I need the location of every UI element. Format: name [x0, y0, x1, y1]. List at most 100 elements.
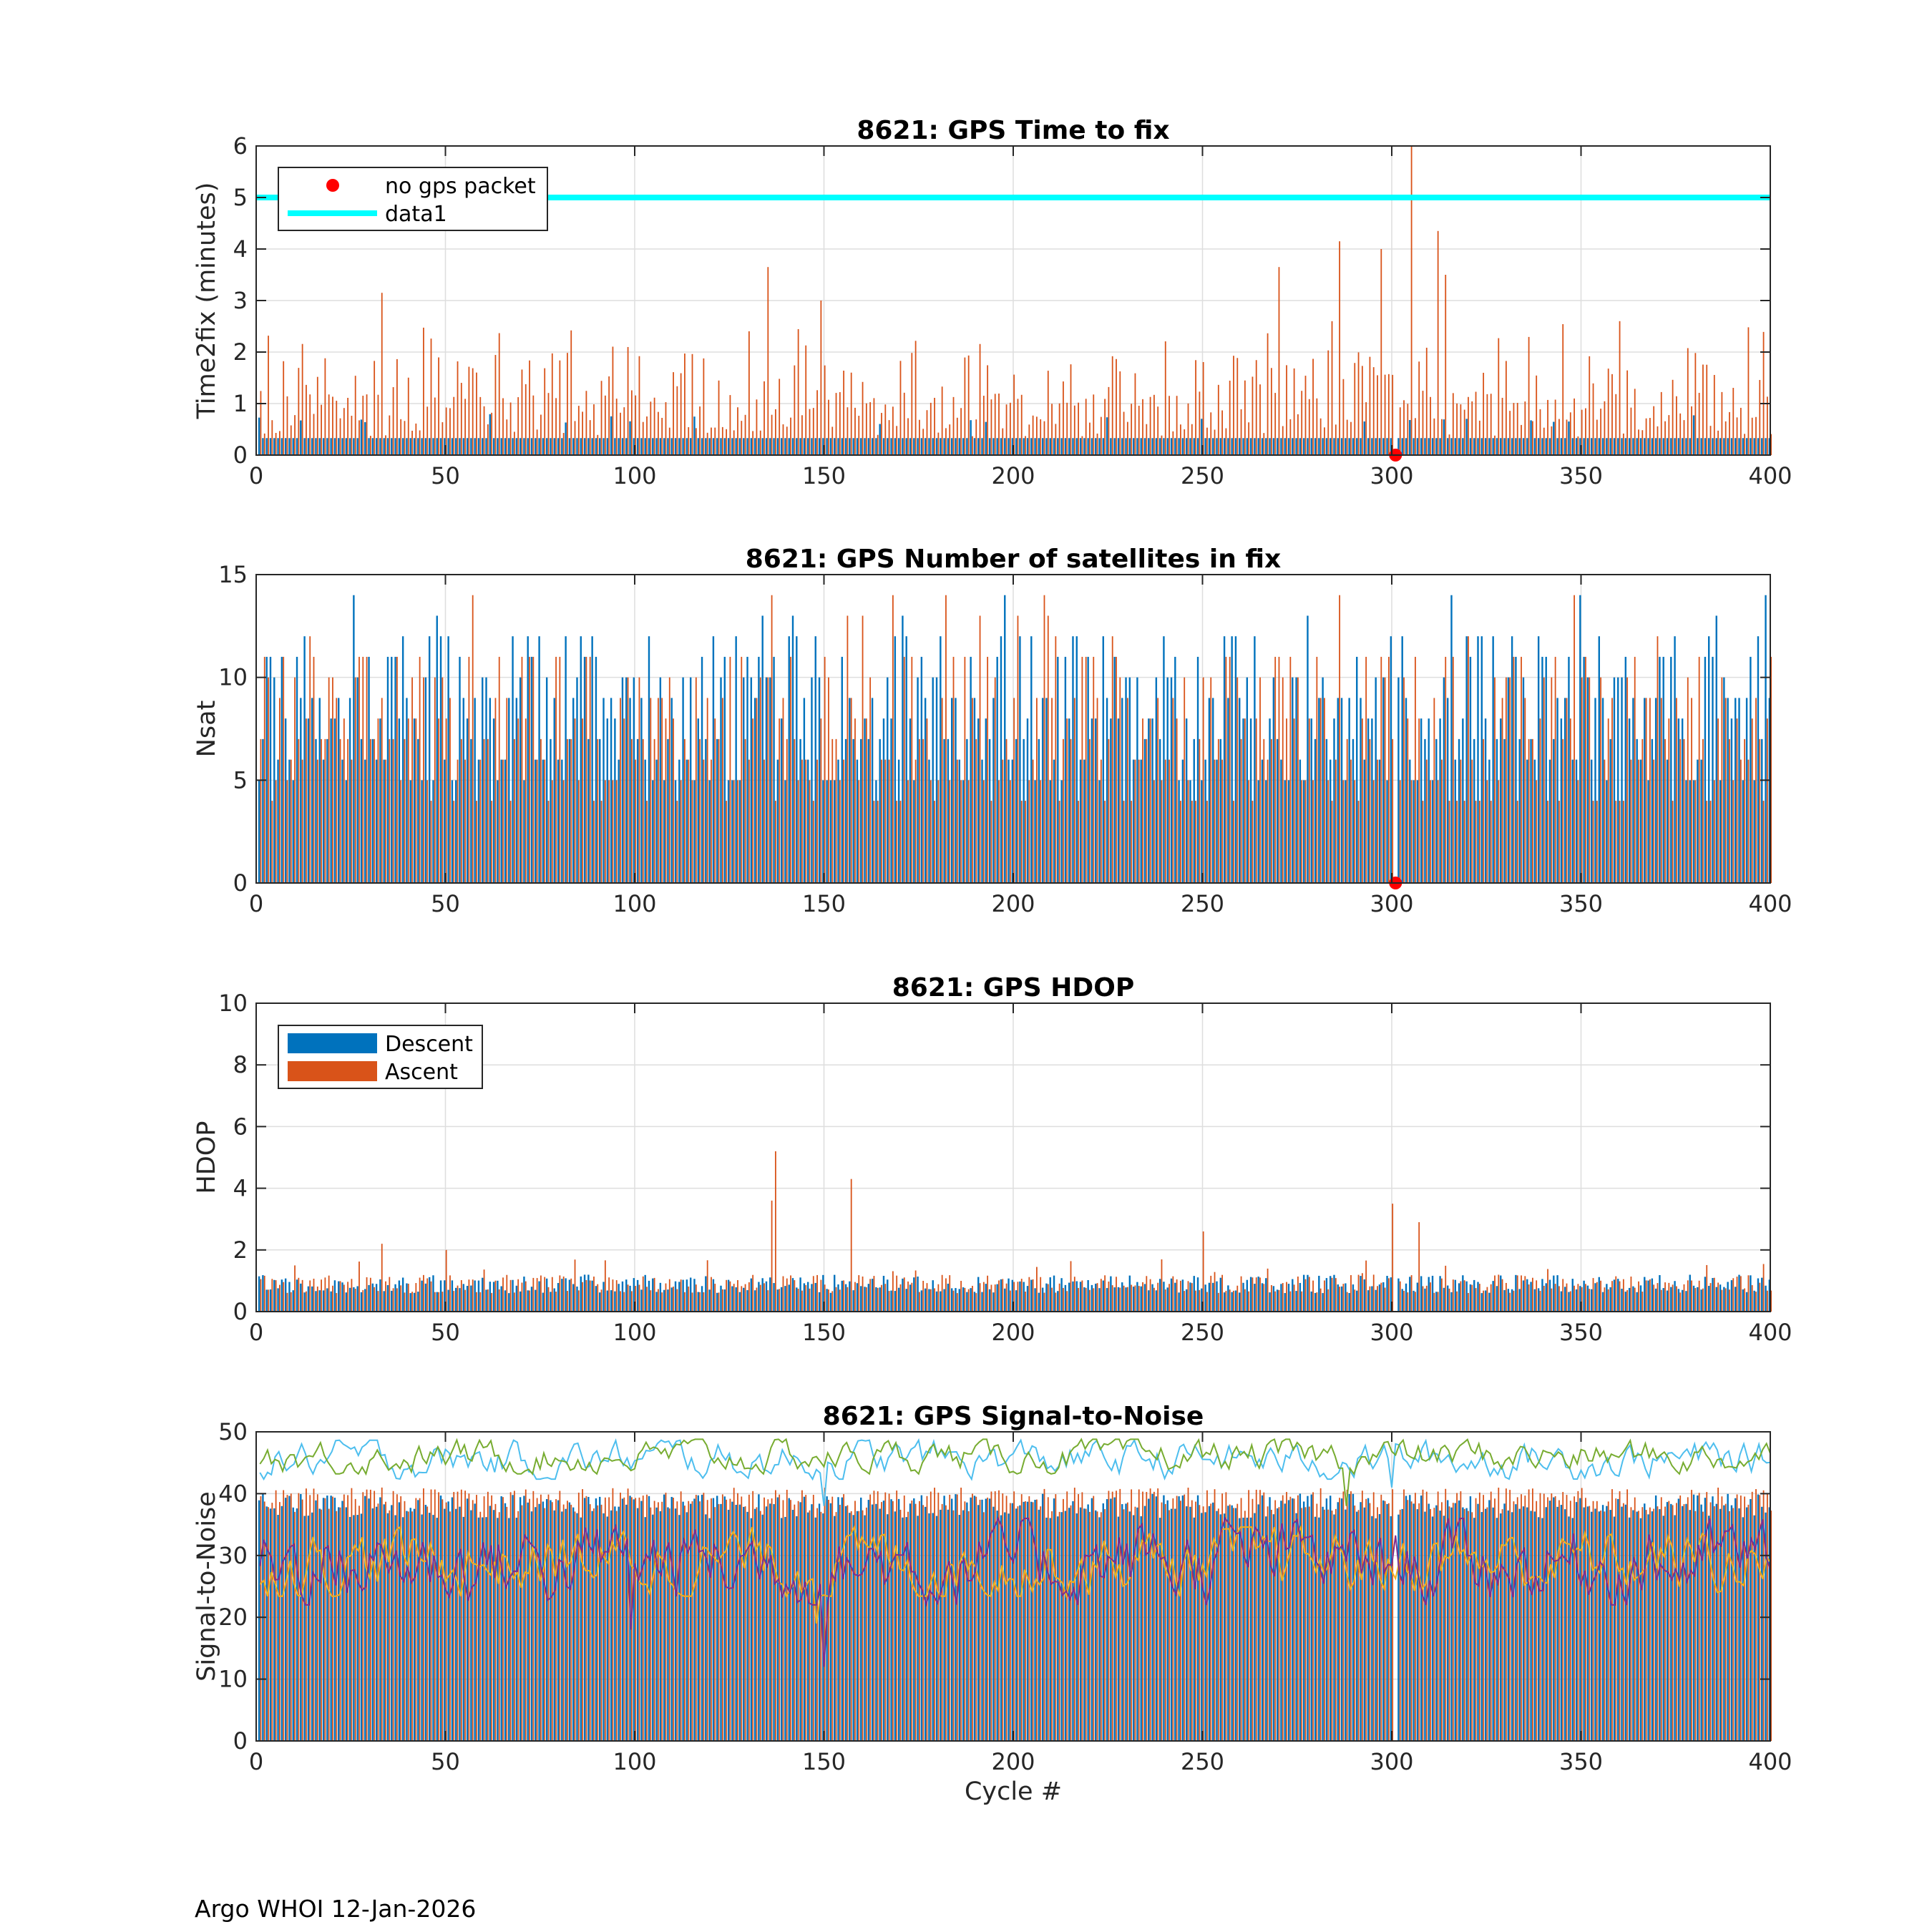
bar-ascent [1668, 1282, 1670, 1312]
bar-descent [1299, 438, 1302, 455]
bar-descent [553, 1510, 555, 1741]
bar-descent [686, 1279, 688, 1312]
bar-descent [1621, 677, 1623, 883]
bar-descent [519, 677, 522, 883]
bar-descent [595, 1286, 597, 1312]
bar-descent [1106, 1288, 1108, 1312]
bar-ascent [972, 698, 973, 883]
bar-ascent [774, 1151, 776, 1312]
bar-descent [538, 1281, 540, 1312]
bar-descent [822, 1274, 824, 1312]
bar-descent [1583, 438, 1585, 455]
bar-descent [784, 1286, 786, 1312]
bar-ascent [268, 677, 269, 883]
y-tick-label: 2 [233, 1236, 248, 1264]
bar-descent [663, 780, 665, 883]
bar-descent [1639, 1285, 1642, 1312]
bar-descent [348, 1287, 351, 1312]
bar-descent [940, 636, 942, 883]
bar-ascent [1225, 656, 1227, 883]
bar-ascent [812, 1276, 814, 1312]
bar-descent [1284, 1293, 1286, 1312]
bar-descent [348, 438, 351, 455]
bar-ascent [714, 718, 716, 883]
bar-descent [391, 1505, 393, 1741]
bar-descent [1522, 1280, 1525, 1312]
bar-descent [583, 1274, 586, 1312]
bar-descent [1151, 1284, 1153, 1312]
bar-descent [689, 438, 692, 455]
bar-descent [436, 615, 438, 883]
bar-ascent [688, 1501, 690, 1741]
bar-descent [307, 1286, 310, 1312]
bar-descent [1227, 1285, 1229, 1312]
bar-descent [386, 1284, 389, 1312]
bar-descent [829, 1292, 832, 1312]
bar-ascent [306, 384, 307, 455]
bar-ascent [801, 415, 803, 455]
bar-descent [303, 1516, 306, 1741]
bar-descent [947, 438, 950, 455]
bar-ascent [1210, 677, 1212, 883]
x-tick-label: 350 [1559, 1319, 1603, 1346]
bar-descent [606, 1290, 609, 1312]
bar-descent [1234, 1508, 1237, 1741]
bar-descent [1287, 1284, 1290, 1312]
bar-ascent [1195, 360, 1196, 455]
bar-descent [860, 1497, 862, 1741]
bar-ascent [1619, 321, 1621, 455]
bar-ascent [638, 677, 640, 883]
bar-ascent [914, 341, 917, 455]
bar-descent [1659, 1274, 1661, 1312]
bar-descent [1484, 1290, 1487, 1312]
bar-ascent [911, 353, 913, 455]
bar-ascent [1475, 1288, 1477, 1312]
bar-descent [258, 1500, 260, 1741]
bar-ascent [1131, 1489, 1133, 1741]
bar-descent [1132, 759, 1135, 883]
bar-descent [1488, 1292, 1491, 1312]
bar-ascent [1187, 403, 1189, 455]
bar-ascent [914, 1270, 917, 1312]
bar-descent [326, 438, 328, 455]
bar-descent [1707, 1286, 1710, 1312]
bar-ascent [1263, 433, 1265, 455]
bar-ascent [351, 1279, 353, 1312]
bar-descent [1348, 698, 1350, 883]
bar-ascent [1569, 1501, 1571, 1741]
bar-descent [1704, 438, 1707, 455]
bar-descent [466, 1286, 469, 1312]
bar-ascent [1263, 1492, 1265, 1741]
bar-ascent [1221, 759, 1224, 883]
bar-descent [474, 698, 476, 883]
bar-descent [1727, 1282, 1729, 1312]
bar-descent [1201, 1513, 1203, 1741]
bar-descent [1553, 1497, 1555, 1741]
bar-ascent [1501, 1509, 1503, 1741]
bar-descent [689, 1277, 692, 1312]
bar-ascent [1093, 394, 1095, 455]
bar-ascent [790, 1275, 791, 1312]
bar-ascent [706, 1500, 708, 1741]
bar-descent [497, 1280, 499, 1312]
bar-ascent [1176, 396, 1178, 455]
bar-descent [1644, 698, 1646, 883]
bar-descent [1292, 677, 1294, 883]
bar-ascent [1089, 1289, 1091, 1312]
bar-ascent [850, 698, 852, 883]
bar-ascent [1626, 370, 1629, 455]
bar-descent [1113, 656, 1116, 883]
bar-descent [693, 1498, 696, 1741]
bar-descent [950, 438, 953, 455]
bar-descent [1659, 438, 1661, 455]
bar-descent [315, 738, 317, 883]
bar-descent [474, 438, 476, 455]
bar-ascent [600, 381, 602, 455]
bar-ascent [1425, 347, 1428, 455]
bar-descent [311, 698, 313, 883]
bar-descent [731, 780, 733, 883]
bar-ascent [298, 368, 300, 455]
bar-descent [1378, 1514, 1381, 1741]
bar-ascent [502, 1497, 504, 1741]
bar-descent [1318, 1275, 1320, 1312]
